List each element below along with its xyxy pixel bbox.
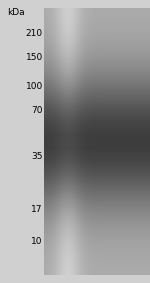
Text: 210: 210 [26, 29, 43, 38]
Text: 70: 70 [31, 106, 43, 115]
Text: 150: 150 [26, 53, 43, 62]
Text: 17: 17 [31, 205, 43, 214]
Text: 10: 10 [31, 237, 43, 246]
Text: 100: 100 [26, 82, 43, 91]
Text: 35: 35 [31, 152, 43, 161]
Text: kDa: kDa [8, 8, 25, 18]
